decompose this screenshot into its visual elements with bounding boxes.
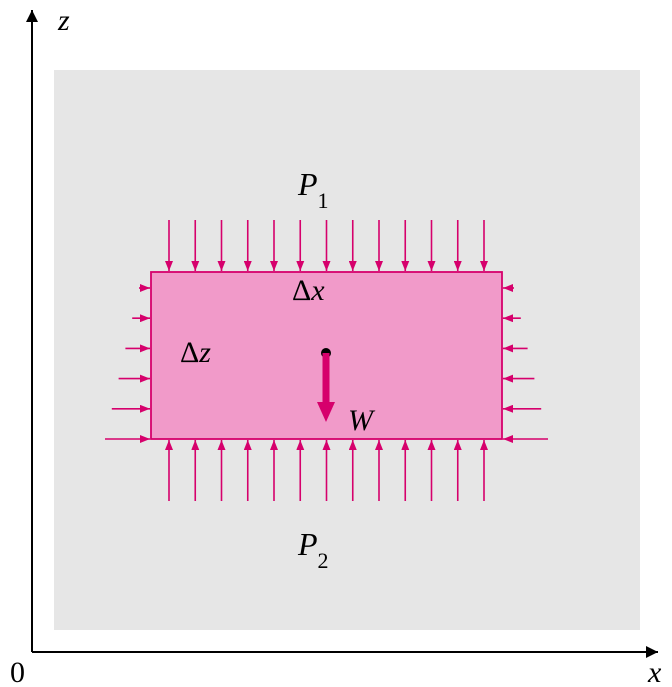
delta-z-label: Δz bbox=[180, 336, 211, 369]
weight-label: W bbox=[348, 404, 376, 437]
axis-label-z: z bbox=[57, 4, 70, 37]
axis-label-origin: 0 bbox=[10, 656, 25, 687]
diagram-canvas: zx0P1P2ΔxΔzW bbox=[0, 0, 672, 687]
delta-x-label: Δx bbox=[292, 274, 325, 307]
axis-label-x: x bbox=[647, 656, 662, 687]
